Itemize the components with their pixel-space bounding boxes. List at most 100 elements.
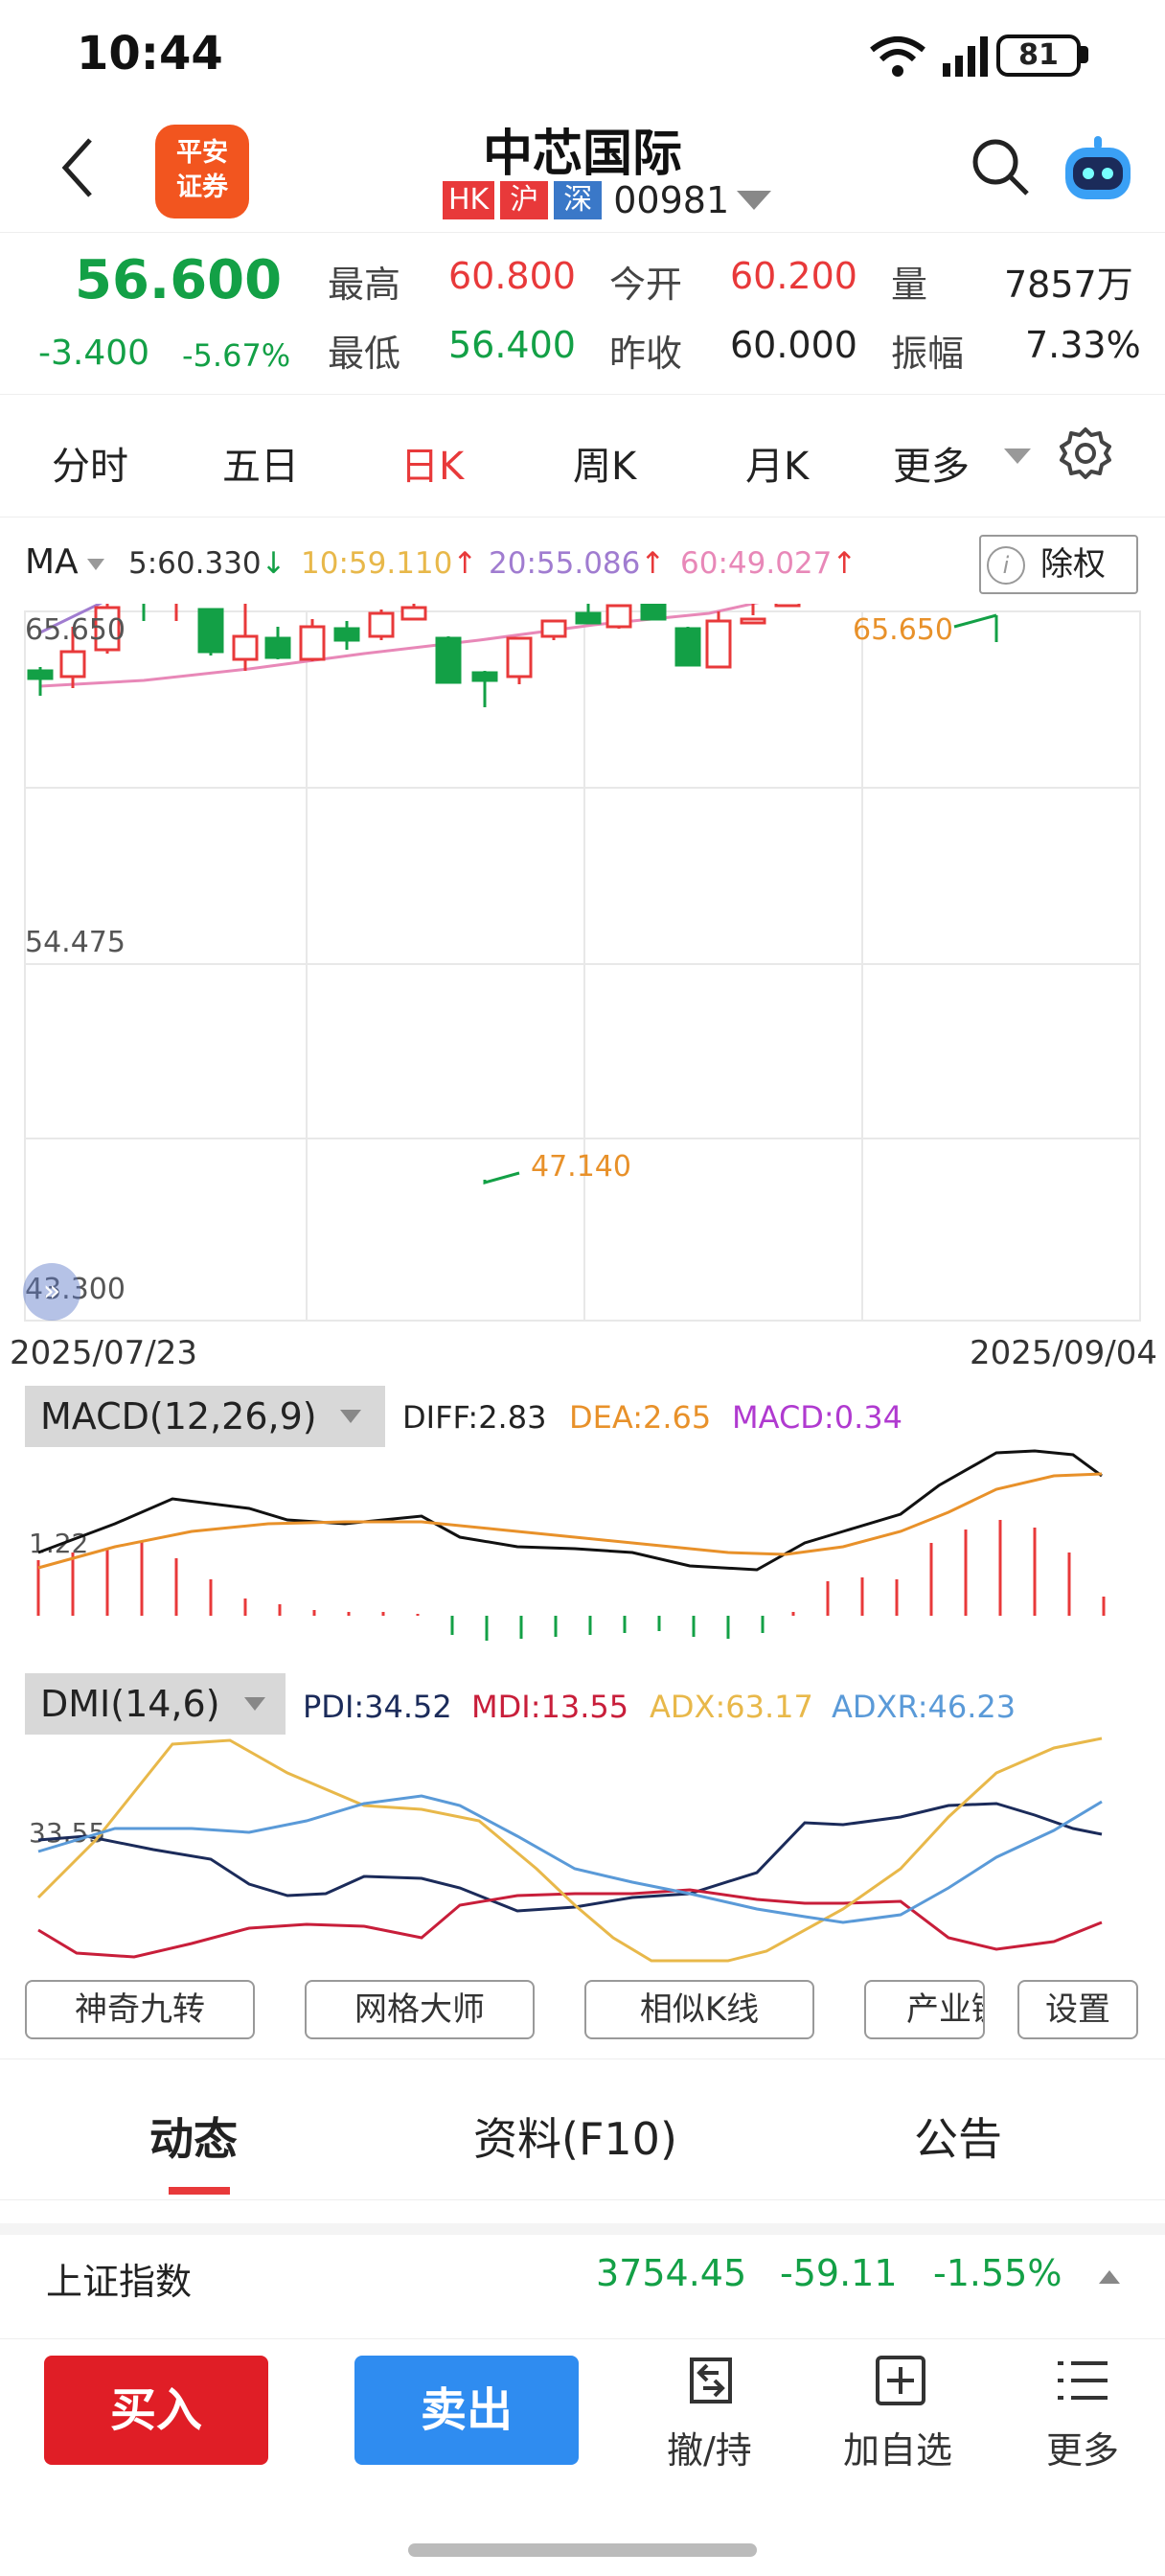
- nav-more-label[interactable]: 更多: [1046, 2429, 1120, 2472]
- macd-dea-line: [37, 1472, 1103, 1570]
- quote-panel: [0, 232, 1165, 395]
- tab-more[interactable]: 更多: [893, 445, 970, 489]
- volume-value: 7857万: [1004, 264, 1133, 306]
- price-change: -3.400: [38, 334, 150, 373]
- candle-body: [27, 669, 54, 680]
- high-marker-label: 65.650: [853, 613, 953, 647]
- low-value: 56.400: [448, 324, 576, 366]
- back-icon[interactable]: [57, 134, 96, 201]
- dmi-mdi-line: [37, 1888, 1103, 1959]
- tab-five-day[interactable]: 五日: [222, 445, 299, 489]
- stock-title: 中芯国际: [482, 126, 682, 183]
- candle-body: [94, 606, 121, 652]
- index-name: 上证指数: [46, 2261, 193, 2303]
- dmi-tag-text: DMI(14,6): [40, 1683, 220, 1725]
- dmi-selector[interactable]: DMI(14,6): [25, 1673, 286, 1735]
- expand-arrows-icon[interactable]: »: [23, 1263, 80, 1321]
- price-change-pct: -5.67%: [182, 337, 291, 374]
- ma20-value: 20:55.086↑: [489, 546, 666, 581]
- price-axis-min: 43.300: [25, 1273, 126, 1306]
- period-tabs: [0, 412, 1165, 518]
- tab-intraday[interactable]: 分时: [52, 445, 128, 489]
- robot-assistant-icon[interactable]: [1060, 134, 1136, 207]
- status-time: 10:44: [77, 27, 223, 80]
- ma-label[interactable]: MA: [25, 542, 79, 582]
- broker-logo: 平安 证券: [155, 125, 249, 218]
- macd-dea: DEA:2.65: [569, 1399, 712, 1436]
- settings-button[interactable]: 设置: [1017, 1980, 1138, 2039]
- battery-tip: [1081, 46, 1088, 63]
- macd-selector[interactable]: MACD(12,26,9): [25, 1386, 385, 1447]
- macd-diff-line: [37, 1449, 1103, 1572]
- stock-code: 00981: [613, 179, 730, 221]
- ma5-value: 5:60.330↓: [128, 546, 286, 581]
- candle-body: [740, 617, 766, 625]
- macd-tag-text: MACD(12,26,9): [40, 1395, 317, 1438]
- market-tags[interactable]: HK 沪 深 00981: [443, 179, 773, 221]
- volume-label: 量: [891, 264, 928, 306]
- tab-weekly-k[interactable]: 周K: [573, 445, 637, 489]
- nav-cancel-hold-label[interactable]: 撤/持: [667, 2429, 752, 2472]
- macd-diff: DIFF:2.83: [402, 1399, 547, 1436]
- prev-close-label: 昨收: [609, 333, 683, 375]
- candle-body: [705, 619, 732, 669]
- bottom-nav: [0, 2338, 1165, 2576]
- open-value: 60.200: [730, 255, 857, 297]
- candlestick-chart[interactable]: [0, 604, 1165, 1332]
- tab-f10[interactable]: 资料(F10): [473, 2113, 677, 2165]
- macd-chart: [36, 1449, 1106, 1641]
- tab-monthly-k[interactable]: 月K: [745, 445, 810, 489]
- macd-dropdown-icon: [340, 1410, 361, 1423]
- grid-master-button[interactable]: 网格大师: [305, 1980, 535, 2039]
- ma10-value: 10:59.110↑: [301, 546, 478, 581]
- candles: [27, 604, 801, 707]
- candle-body: [299, 625, 326, 661]
- candle-body: [368, 611, 395, 638]
- nav-add-watchlist-label[interactable]: 加自选: [843, 2429, 953, 2472]
- market-tag-sz: 深: [554, 181, 603, 219]
- macd-value: MACD:0.34: [732, 1399, 902, 1436]
- tab-news[interactable]: 动态: [149, 2113, 238, 2165]
- index-bar[interactable]: [0, 2223, 1165, 2329]
- price-axis-mid: 54.475: [25, 926, 126, 959]
- dmi-pdi: PDI:34.52: [303, 1689, 452, 1725]
- add-watchlist-icon[interactable]: [872, 2352, 929, 2409]
- amplitude-label: 振幅: [891, 333, 965, 375]
- low-marker-label: 47.140: [531, 1150, 631, 1184]
- buy-button[interactable]: 买入: [44, 2356, 268, 2465]
- ex-rights-button[interactable]: 除权: [979, 535, 1138, 594]
- gear-icon[interactable]: [1058, 426, 1113, 481]
- date-start: 2025/07/23: [10, 1334, 197, 1372]
- candle-body: [774, 604, 801, 608]
- candle-body: [400, 606, 427, 621]
- dmi-adx: ADX:63.17: [650, 1689, 813, 1725]
- home-indicator[interactable]: [408, 2543, 757, 2557]
- index-change-pct: -1.55%: [933, 2252, 1062, 2294]
- magic-nine-button[interactable]: 神奇九转: [25, 1980, 255, 2039]
- market-tag-sh: 沪: [500, 181, 549, 219]
- ma-lines: [39, 604, 760, 688]
- candle-body: [59, 650, 86, 678]
- index-value: 3754.45: [596, 2252, 747, 2294]
- candle-body: [471, 671, 498, 682]
- dmi-dropdown-icon: [244, 1697, 265, 1711]
- dmi-pdi-line: [37, 1802, 1103, 1913]
- similar-k-button[interactable]: 相似K线: [584, 1980, 814, 2039]
- index-change: -59.11: [780, 2252, 898, 2294]
- dmi-adx-line: [36, 1736, 1103, 1963]
- cancel-hold-icon[interactable]: [682, 2352, 740, 2409]
- high-label: 最高: [328, 264, 401, 306]
- industry-chain-button[interactable]: 产业链: [864, 1980, 985, 2039]
- candle-body: [232, 634, 259, 661]
- active-tab-underline: [169, 2187, 230, 2195]
- candle-body: [540, 619, 567, 638]
- sell-button[interactable]: 卖出: [354, 2356, 579, 2465]
- tab-announcements[interactable]: 公告: [914, 2113, 1002, 2165]
- index-expand-icon[interactable]: [1098, 2269, 1121, 2285]
- search-icon[interactable]: [970, 136, 1031, 197]
- market-tag-hk: HK: [443, 181, 495, 219]
- prev-close-value: 60.000: [730, 324, 857, 366]
- tab-daily-k[interactable]: 日K: [400, 445, 465, 489]
- chart-grid: [24, 610, 1141, 1322]
- more-menu-icon[interactable]: [1054, 2352, 1111, 2409]
